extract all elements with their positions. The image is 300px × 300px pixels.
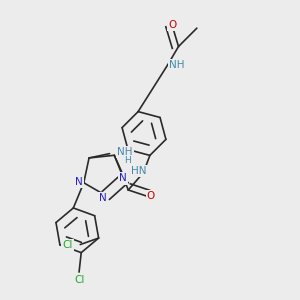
Text: NH: NH bbox=[169, 60, 185, 70]
Text: N: N bbox=[99, 193, 106, 203]
Text: H: H bbox=[124, 156, 131, 165]
Text: Cl: Cl bbox=[62, 239, 73, 250]
Text: HN: HN bbox=[131, 166, 146, 176]
Text: O: O bbox=[168, 20, 176, 30]
Text: NH: NH bbox=[117, 147, 133, 157]
Text: O: O bbox=[147, 191, 155, 201]
Text: N: N bbox=[75, 177, 83, 187]
Text: Cl: Cl bbox=[74, 274, 84, 285]
Text: N: N bbox=[119, 173, 127, 184]
